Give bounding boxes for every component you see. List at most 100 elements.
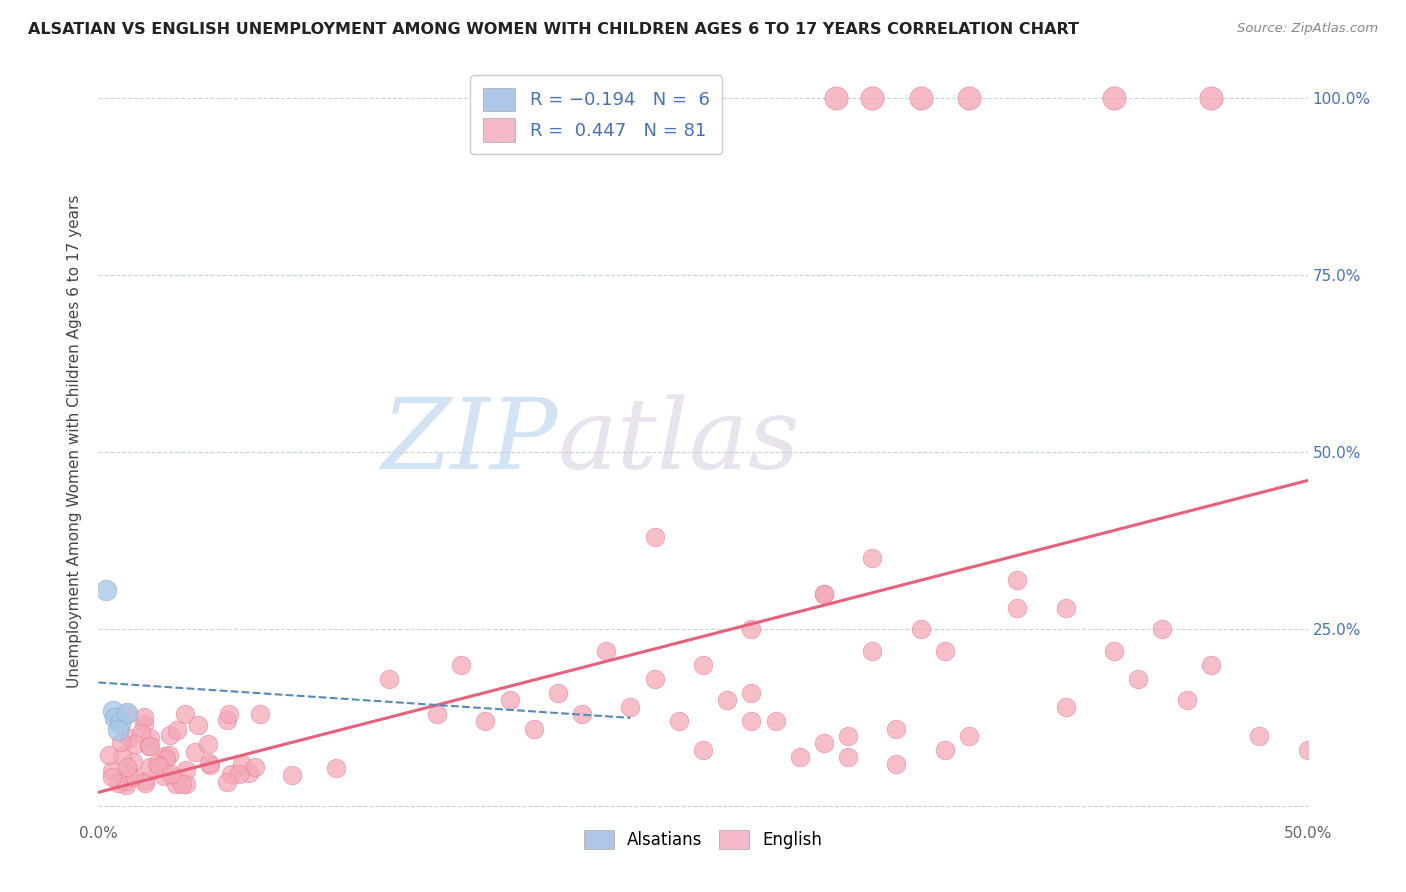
- Point: [1054, 601, 1077, 615]
- Point: [153, 769, 176, 783]
- Point: [159, 728, 181, 742]
- Point: [595, 643, 617, 657]
- Point: [249, 707, 271, 722]
- Point: [198, 758, 221, 772]
- Point: [860, 91, 883, 105]
- Point: [98, 748, 121, 763]
- Point: [174, 763, 197, 777]
- Point: [668, 714, 690, 729]
- Text: ALSATIAN VS ENGLISH UNEMPLOYMENT AMONG WOMEN WITH CHILDREN AGES 6 TO 17 YEARS CO: ALSATIAN VS ENGLISH UNEMPLOYMENT AMONG W…: [28, 22, 1080, 37]
- Point: [238, 766, 260, 780]
- Point: [111, 748, 134, 763]
- Point: [217, 775, 239, 789]
- Point: [138, 739, 160, 753]
- Point: [218, 707, 240, 722]
- Point: [1102, 91, 1125, 105]
- Point: [886, 722, 908, 736]
- Point: [692, 743, 714, 757]
- Point: [740, 686, 762, 700]
- Point: [138, 739, 160, 753]
- Point: [740, 623, 762, 637]
- Point: [860, 643, 883, 657]
- Point: [157, 748, 180, 763]
- Point: [183, 745, 205, 759]
- Point: [243, 760, 266, 774]
- Point: [498, 693, 520, 707]
- Point: [1152, 623, 1174, 637]
- Point: [117, 766, 139, 780]
- Point: [174, 707, 197, 722]
- Point: [692, 657, 714, 672]
- Point: [155, 748, 177, 763]
- Point: [155, 752, 177, 766]
- Point: [129, 726, 152, 740]
- Point: [165, 777, 187, 791]
- Point: [114, 778, 136, 792]
- Text: Source: ZipAtlas.com: Source: ZipAtlas.com: [1237, 22, 1378, 36]
- Point: [231, 757, 253, 772]
- Point: [644, 530, 666, 544]
- Point: [860, 551, 883, 566]
- Point: [1054, 700, 1077, 714]
- Point: [1296, 743, 1319, 757]
- Point: [163, 770, 186, 784]
- Point: [1199, 91, 1222, 105]
- Point: [377, 672, 399, 686]
- Point: [910, 91, 932, 105]
- Point: [174, 777, 197, 791]
- Point: [100, 770, 122, 784]
- Point: [934, 643, 956, 657]
- Legend: Alsatians, English: Alsatians, English: [575, 822, 831, 858]
- Point: [94, 583, 117, 598]
- Point: [110, 735, 132, 749]
- Point: [228, 767, 250, 781]
- Point: [146, 756, 169, 771]
- Point: [571, 707, 593, 722]
- Point: [886, 756, 908, 771]
- Point: [117, 706, 139, 720]
- Point: [813, 736, 835, 750]
- Point: [910, 623, 932, 637]
- Point: [474, 714, 496, 729]
- Point: [619, 700, 641, 714]
- Text: ZIP: ZIP: [381, 394, 558, 489]
- Point: [139, 760, 162, 774]
- Point: [115, 707, 138, 722]
- Point: [187, 717, 209, 731]
- Point: [813, 587, 835, 601]
- Point: [172, 777, 194, 791]
- Point: [219, 766, 242, 780]
- Point: [1007, 601, 1029, 615]
- Point: [789, 750, 811, 764]
- Point: [122, 755, 145, 769]
- Point: [825, 91, 848, 105]
- Point: [197, 737, 219, 751]
- Point: [124, 737, 146, 751]
- Point: [134, 717, 156, 731]
- Point: [934, 743, 956, 757]
- Text: atlas: atlas: [558, 394, 800, 489]
- Point: [547, 686, 569, 700]
- Point: [118, 731, 141, 745]
- Point: [837, 729, 859, 743]
- Point: [813, 587, 835, 601]
- Point: [1128, 672, 1150, 686]
- Point: [1102, 643, 1125, 657]
- Point: [166, 723, 188, 738]
- Point: [160, 767, 183, 781]
- Point: [107, 776, 129, 790]
- Point: [134, 775, 156, 789]
- Point: [716, 693, 738, 707]
- Point: [523, 722, 546, 736]
- Point: [108, 715, 131, 730]
- Point: [281, 768, 304, 782]
- Point: [837, 750, 859, 764]
- Point: [1199, 657, 1222, 672]
- Y-axis label: Unemployment Among Women with Children Ages 6 to 17 years: Unemployment Among Women with Children A…: [67, 194, 83, 689]
- Point: [215, 713, 238, 727]
- Point: [426, 707, 449, 722]
- Point: [134, 773, 156, 788]
- Point: [139, 731, 162, 745]
- Point: [957, 91, 980, 105]
- Point: [148, 759, 170, 773]
